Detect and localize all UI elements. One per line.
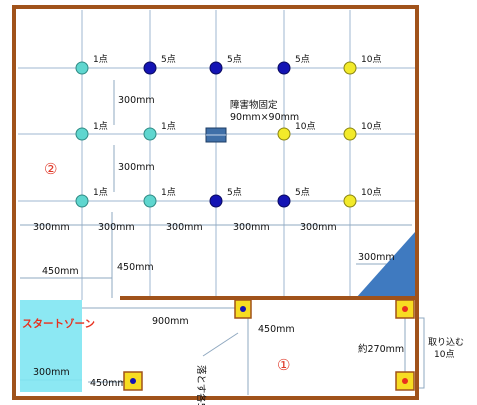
dim-label-900: 900mm bbox=[152, 316, 189, 327]
point-label: 1点 bbox=[161, 187, 176, 198]
dim-label-450-c: 450mm bbox=[258, 324, 295, 335]
point-label: 5点 bbox=[295, 54, 310, 65]
point-marker bbox=[277, 127, 291, 141]
point-marker bbox=[209, 194, 223, 208]
point-marker bbox=[143, 127, 157, 141]
dim-label-270: 約270mm bbox=[358, 343, 404, 355]
point-labels: 1点 5点 5点 5点 10点 1点 1点 10点 10点 1点 1点 5点 5… bbox=[93, 54, 381, 198]
target-box bbox=[123, 371, 143, 391]
target-box bbox=[234, 299, 252, 319]
target-box bbox=[395, 371, 415, 391]
point-marker bbox=[277, 61, 291, 75]
obstacle-label-line1: 障害物固定 bbox=[230, 99, 278, 111]
point-marker bbox=[209, 61, 223, 75]
dim-label-300-h4: 300mm bbox=[233, 222, 270, 233]
start-zone bbox=[20, 300, 82, 392]
point-marker bbox=[143, 61, 157, 75]
obstacle-label-line2: 90mm×90mm bbox=[230, 112, 299, 123]
point-label: 10点 bbox=[295, 121, 315, 132]
point-label: 5点 bbox=[295, 187, 310, 198]
dim-label-300-h1: 300mm bbox=[33, 222, 70, 233]
point-label: 5点 bbox=[227, 54, 242, 65]
dim-label-300-h6: 300mm bbox=[358, 252, 395, 263]
point-label: 1点 bbox=[93, 187, 108, 198]
point-label: 10点 bbox=[361, 187, 381, 198]
point-label: 10点 bbox=[361, 121, 381, 132]
dim-label-300-h2: 300mm bbox=[98, 222, 135, 233]
field-walls bbox=[12, 5, 419, 400]
point-label: 1点 bbox=[93, 54, 108, 65]
point-marker bbox=[75, 194, 89, 208]
point-marker bbox=[343, 127, 357, 141]
target-box bbox=[395, 299, 415, 319]
point-marker bbox=[143, 194, 157, 208]
point-marker bbox=[75, 127, 89, 141]
dim-label-300-v1: 300mm bbox=[118, 95, 155, 106]
corner-ramp bbox=[356, 232, 415, 298]
point-label: 5点 bbox=[227, 187, 242, 198]
point-label: 1点 bbox=[161, 121, 176, 132]
dim-label-450-d: 450mm bbox=[90, 378, 127, 389]
point-marker bbox=[277, 194, 291, 208]
point-label: 10点 bbox=[361, 54, 381, 65]
point-marker bbox=[75, 61, 89, 75]
dim-label-300-h3: 300mm bbox=[166, 222, 203, 233]
dim-label-450-a: 450mm bbox=[42, 266, 79, 277]
start-zone-label: スタートゾーン bbox=[22, 317, 95, 330]
pickup-note-line2: 10点 bbox=[434, 349, 454, 360]
pickup-note-line1: 取り込む bbox=[428, 337, 464, 348]
area-2-label: ② bbox=[44, 160, 57, 178]
dim-label-300-start: 300mm bbox=[33, 367, 70, 378]
grid-lines bbox=[18, 10, 415, 300]
point-marker bbox=[343, 194, 357, 208]
point-label: 5点 bbox=[161, 54, 176, 65]
area-1-label: ① bbox=[277, 356, 290, 374]
dim-label-300-h5: 300mm bbox=[300, 222, 337, 233]
point-label: 1点 bbox=[93, 121, 108, 132]
grid-points bbox=[75, 61, 357, 208]
dim-label-450-b: 450mm bbox=[117, 262, 154, 273]
dim-label-300-v2: 300mm bbox=[118, 162, 155, 173]
drop-points-label: 落とす各5点 bbox=[195, 365, 207, 405]
point-marker bbox=[343, 61, 357, 75]
